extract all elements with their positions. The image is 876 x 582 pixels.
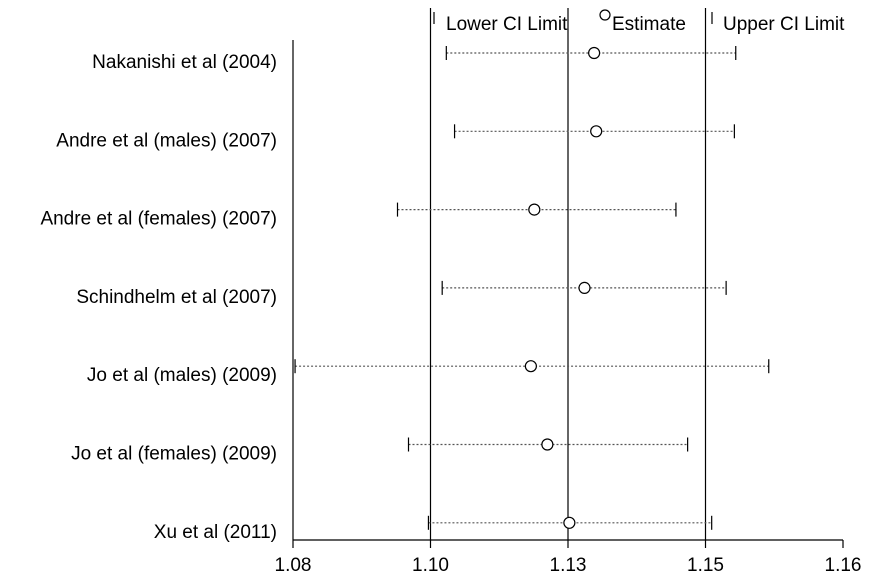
study-label: Andre et al (males) (2007) xyxy=(56,130,277,151)
estimate-point xyxy=(541,438,554,451)
x-tick-label: 1.16 xyxy=(825,555,862,576)
study-label: Nakanishi et al (2004) xyxy=(92,52,277,73)
study-row: Andre et al (females) (2007) xyxy=(40,202,677,230)
study-row: Xu et al (2011) xyxy=(154,515,713,543)
study-label: Andre et al (females) (2007) xyxy=(40,209,277,230)
legend-upper-label: Upper CI Limit xyxy=(723,14,845,35)
reference-lines xyxy=(429,8,707,540)
legend-estimate-label: Estimate xyxy=(612,14,686,35)
estimate-point xyxy=(563,516,576,529)
legend-lower-label: Lower CI Limit xyxy=(446,14,568,35)
legend: Lower CI Limit Estimate Upper CI Limit xyxy=(433,9,845,35)
study-row: Nakanishi et al (2004) xyxy=(92,46,737,73)
estimate-point xyxy=(588,46,601,60)
legend-estimate-marker xyxy=(599,9,611,21)
x-tick-label: 1.13 xyxy=(550,555,587,576)
study-rows: Nakanishi et al (2004) Andre et al (males… xyxy=(40,46,770,543)
estimate-point xyxy=(590,125,603,138)
study-row: Schindhelm et al (2007) xyxy=(76,280,727,308)
study-row: Jo et al (females) (2009) xyxy=(71,437,689,465)
estimate-point xyxy=(528,203,541,216)
estimate-point xyxy=(578,281,591,294)
x-tick-label: 1.08 xyxy=(275,555,312,576)
study-label: Jo et al (females) (2009) xyxy=(71,444,277,465)
study-row: Jo et al (males) (2009) xyxy=(87,359,770,386)
study-label: Schindhelm et al (2007) xyxy=(76,287,277,308)
x-tick-label: 1.15 xyxy=(687,555,724,576)
x-tick-label: 1.10 xyxy=(412,555,449,576)
study-row: Andre et al (males) (2007) xyxy=(56,124,735,151)
study-label: Jo et al (males) (2009) xyxy=(87,365,277,386)
estimate-point xyxy=(524,360,537,373)
x-axis: 1.08 1.10 1.13 1.15 1.16 xyxy=(275,40,862,576)
study-label: Xu et al (2011) xyxy=(154,522,277,543)
